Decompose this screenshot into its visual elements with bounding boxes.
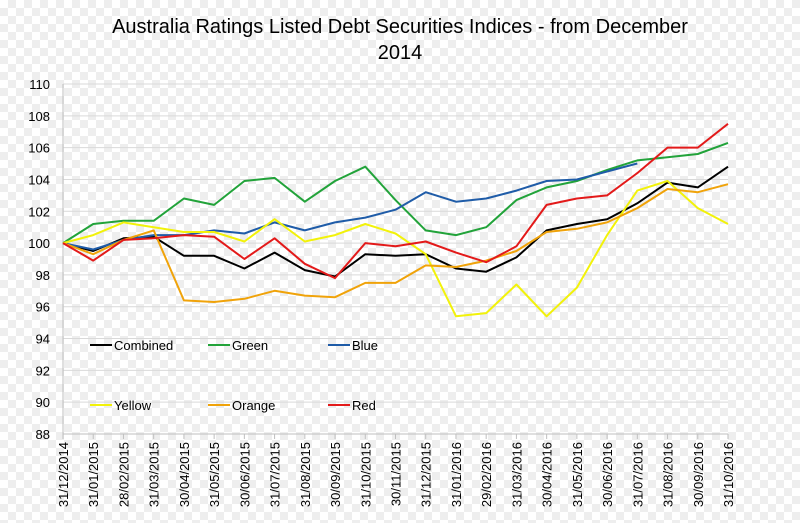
axes: 88 90 92 94 96 98 100 102 104 106 108 110 31/12/2014… <box>28 77 736 507</box>
series-line-green <box>62 141 729 244</box>
legend-label: Blue <box>352 338 378 353</box>
legend-label: Orange <box>232 398 275 413</box>
x-tick-label: 31/03/2015 <box>147 442 162 507</box>
x-tick-label: 31/08/2016 <box>661 442 676 507</box>
y-tick-label: 102 <box>28 204 50 219</box>
x-tick-label: 31/10/2015 <box>358 442 373 507</box>
x-tick-label: 30/09/2016 <box>691 442 706 507</box>
x-tick-label: 31/07/2016 <box>630 442 645 507</box>
legend-item-blue: Blue <box>328 338 378 353</box>
x-tick-label: 31/01/2015 <box>86 442 101 507</box>
x-tick-label: 31/08/2015 <box>298 442 313 507</box>
x-tick-label: 31/05/2016 <box>570 442 585 507</box>
legend-label: Yellow <box>114 398 152 413</box>
series-line-combined <box>62 165 729 278</box>
y-tick-label: 110 <box>29 77 50 92</box>
series-lines <box>62 123 729 318</box>
y-tick-label: 108 <box>28 109 50 124</box>
legend-item-red: Red <box>328 398 376 413</box>
x-tick-label: 29/02/2016 <box>479 442 494 507</box>
x-tick-label: 31/07/2015 <box>268 442 283 507</box>
legend-label: Red <box>352 398 376 413</box>
gridlines <box>63 83 728 435</box>
legend-item-combined: Combined <box>90 338 173 353</box>
y-tick-label: 94 <box>36 332 50 347</box>
series-line-blue <box>62 162 638 251</box>
y-tick-label: 100 <box>28 236 50 251</box>
legend: Combined Green Blue Yellow Orange Red <box>90 338 378 413</box>
legend-item-green: Green <box>208 338 268 353</box>
x-tick-label: 30/04/2016 <box>540 442 555 507</box>
legend-item-yellow: Yellow <box>90 398 152 413</box>
series-line-red <box>62 123 729 280</box>
y-tick-label: 90 <box>36 395 50 410</box>
legend-label: Combined <box>114 338 173 353</box>
x-tick-label: 30/06/2016 <box>600 442 615 507</box>
x-tick-label: 30/04/2015 <box>177 442 192 507</box>
series-line-orange <box>62 183 729 303</box>
x-tick-label: 30/09/2015 <box>328 442 343 507</box>
x-tick-label: 31/10/2016 <box>721 442 736 507</box>
x-tick-label: 28/02/2015 <box>116 442 131 507</box>
x-tick-label: 31/12/2015 <box>419 442 434 507</box>
y-tick-label: 104 <box>28 172 50 187</box>
x-tick-label: 30/11/2015 <box>389 442 404 506</box>
y-tick-label: 106 <box>28 141 50 156</box>
legend-item-orange: Orange <box>208 398 275 413</box>
x-tick-label: 30/06/2015 <box>237 442 252 507</box>
y-tick-label: 88 <box>36 427 50 442</box>
x-tick-label: 31/03/2016 <box>509 442 524 507</box>
legend-label: Green <box>232 338 268 353</box>
x-tick-label: 31/01/2016 <box>449 442 464 507</box>
y-tick-label: 98 <box>36 268 50 283</box>
chart-title-line-2: 2014 <box>378 42 423 64</box>
x-tick-label: 31/12/2014 <box>56 442 71 507</box>
y-tick-label: 96 <box>36 300 50 315</box>
y-tick-label: 92 <box>36 363 50 378</box>
chart-title-line-1: Australia Ratings Listed Debt Securities… <box>112 16 688 38</box>
series-line-yellow <box>62 180 729 318</box>
x-tick-label: 31/05/2015 <box>207 442 222 507</box>
